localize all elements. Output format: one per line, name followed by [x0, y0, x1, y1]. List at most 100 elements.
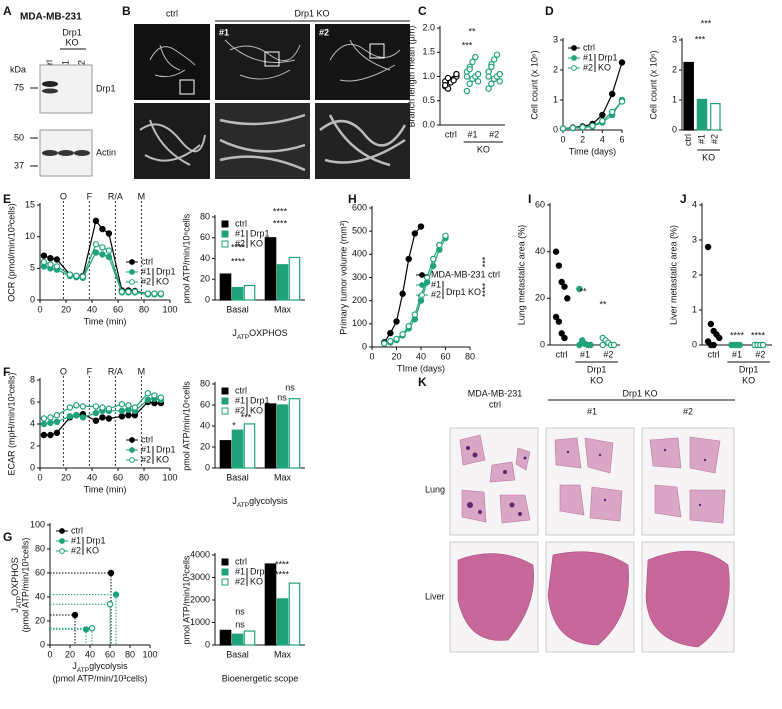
legend-swatch — [221, 407, 229, 415]
histology: MDA-MB-231 ctrl Drp1 KO #1 #2 Lung Liver — [425, 388, 735, 653]
y-tick-label: 0 — [553, 124, 558, 134]
x-axis-label: TIme (days) — [397, 363, 445, 373]
data-point — [474, 70, 482, 78]
x-axis-label-part: ATP — [237, 334, 249, 341]
legend-label: #2 — [71, 545, 81, 555]
data-point — [496, 70, 503, 78]
legend-marker — [571, 45, 577, 51]
data-point — [579, 124, 586, 131]
legend-swatch — [221, 387, 229, 395]
group-label: Drp1 — [739, 364, 759, 374]
lung-tissue — [459, 434, 726, 524]
legend-note: Drp1 — [86, 535, 106, 545]
data-point — [707, 320, 715, 328]
x-tick-label: Basal — [226, 472, 249, 482]
y-tick-label: 200 — [352, 295, 367, 305]
x-tick-label: Max — [274, 649, 292, 659]
y-tick-label: 60 — [200, 232, 210, 242]
data-point — [92, 403, 100, 410]
data-point — [99, 404, 106, 411]
western-blot: MDA-MB-231 Drp1 KO ctrl #1 #2 kDa 75 Drp… — [10, 12, 116, 177]
data-point — [488, 80, 495, 87]
legend-marker — [59, 528, 65, 534]
data-point — [99, 244, 106, 251]
legend-note: Drp1 — [156, 444, 176, 454]
data-point — [608, 108, 616, 116]
x-tick-label: 80 — [465, 351, 475, 361]
data-point — [552, 248, 560, 255]
data-point — [411, 311, 419, 318]
data-point — [463, 87, 471, 95]
y-axis-label: Liver metastatic area (%) — [668, 225, 678, 325]
legend-marker — [571, 65, 577, 71]
legend-note: Drp1 — [250, 228, 270, 238]
x-tick-label: 100 — [162, 304, 177, 314]
x-tick-label: Basal — [226, 304, 249, 314]
injection-label: R/A — [108, 366, 123, 376]
data-point — [92, 409, 100, 417]
data-point — [99, 251, 106, 258]
data-point — [105, 247, 113, 254]
x-tick-label: 80 — [139, 304, 149, 314]
y-tick-label: 0.0 — [422, 119, 435, 129]
x-tick-label: 4 — [600, 134, 605, 144]
group-label: KO — [590, 375, 603, 385]
legend-label: #2 — [583, 62, 593, 72]
data-point — [106, 601, 114, 608]
y-axis-label: OCR (pmol/min/10³cells) — [6, 203, 16, 302]
data-point — [576, 285, 583, 293]
band — [74, 150, 90, 156]
x-axis-label: Bioenergetic scope — [222, 673, 299, 683]
data-point — [79, 414, 87, 421]
data-point — [73, 412, 80, 419]
bar — [219, 273, 232, 301]
image-label: ctrl — [166, 8, 178, 18]
y-tick-label: 0 — [30, 462, 35, 472]
legend-note: KO — [156, 454, 169, 464]
data-point — [151, 392, 158, 399]
panel-label: B — [122, 4, 131, 18]
significance: **** — [275, 569, 290, 579]
data-point — [99, 225, 106, 233]
significance: **** — [273, 218, 288, 228]
group-label: KO — [477, 144, 490, 154]
legend-label: #1 — [71, 535, 81, 545]
micrograph — [134, 24, 210, 100]
significance: **** — [231, 256, 246, 266]
data-point — [405, 322, 412, 330]
y-axis-label: JATPOXPHOS — [10, 557, 23, 612]
y-tick-label: 300 — [352, 272, 367, 282]
data-point — [555, 262, 563, 269]
unit-label: kDa — [10, 64, 26, 74]
x-tick-label: 0 — [37, 304, 42, 314]
data-point — [618, 98, 626, 105]
panel-label: C — [418, 4, 427, 18]
x-tick-label: 0 — [47, 649, 52, 659]
y-tick-label: 60 — [200, 399, 210, 409]
data-point — [442, 82, 449, 89]
x-axis-label-part: ATP — [237, 502, 249, 509]
x-tick-label: 2 — [580, 134, 585, 144]
bar — [264, 237, 277, 301]
panel-label: I — [528, 192, 531, 206]
panel-label: K — [418, 375, 427, 389]
bar — [264, 403, 277, 469]
y-tick-label: 2 — [692, 269, 697, 279]
data-point — [463, 73, 471, 80]
legend-marker — [129, 457, 135, 463]
x-tick-label: ctrl — [708, 349, 720, 359]
y-tick-label: 2 — [30, 440, 35, 450]
y-tick-label: 0 — [40, 639, 45, 649]
panel-label: E — [3, 192, 11, 206]
data-point — [92, 417, 100, 424]
x-tick-label: 100 — [162, 472, 177, 482]
y-tick-label: 40 — [200, 420, 210, 430]
legend-marker — [419, 292, 425, 298]
legend-label: #1 — [431, 279, 441, 289]
x-axis-label: Time (min) — [84, 484, 127, 494]
data-point — [88, 625, 96, 632]
y-tick-label: 4 — [692, 199, 697, 209]
bar — [696, 98, 708, 131]
legend-note: KO — [250, 238, 263, 248]
y-tick-label: 4000 — [190, 549, 210, 559]
